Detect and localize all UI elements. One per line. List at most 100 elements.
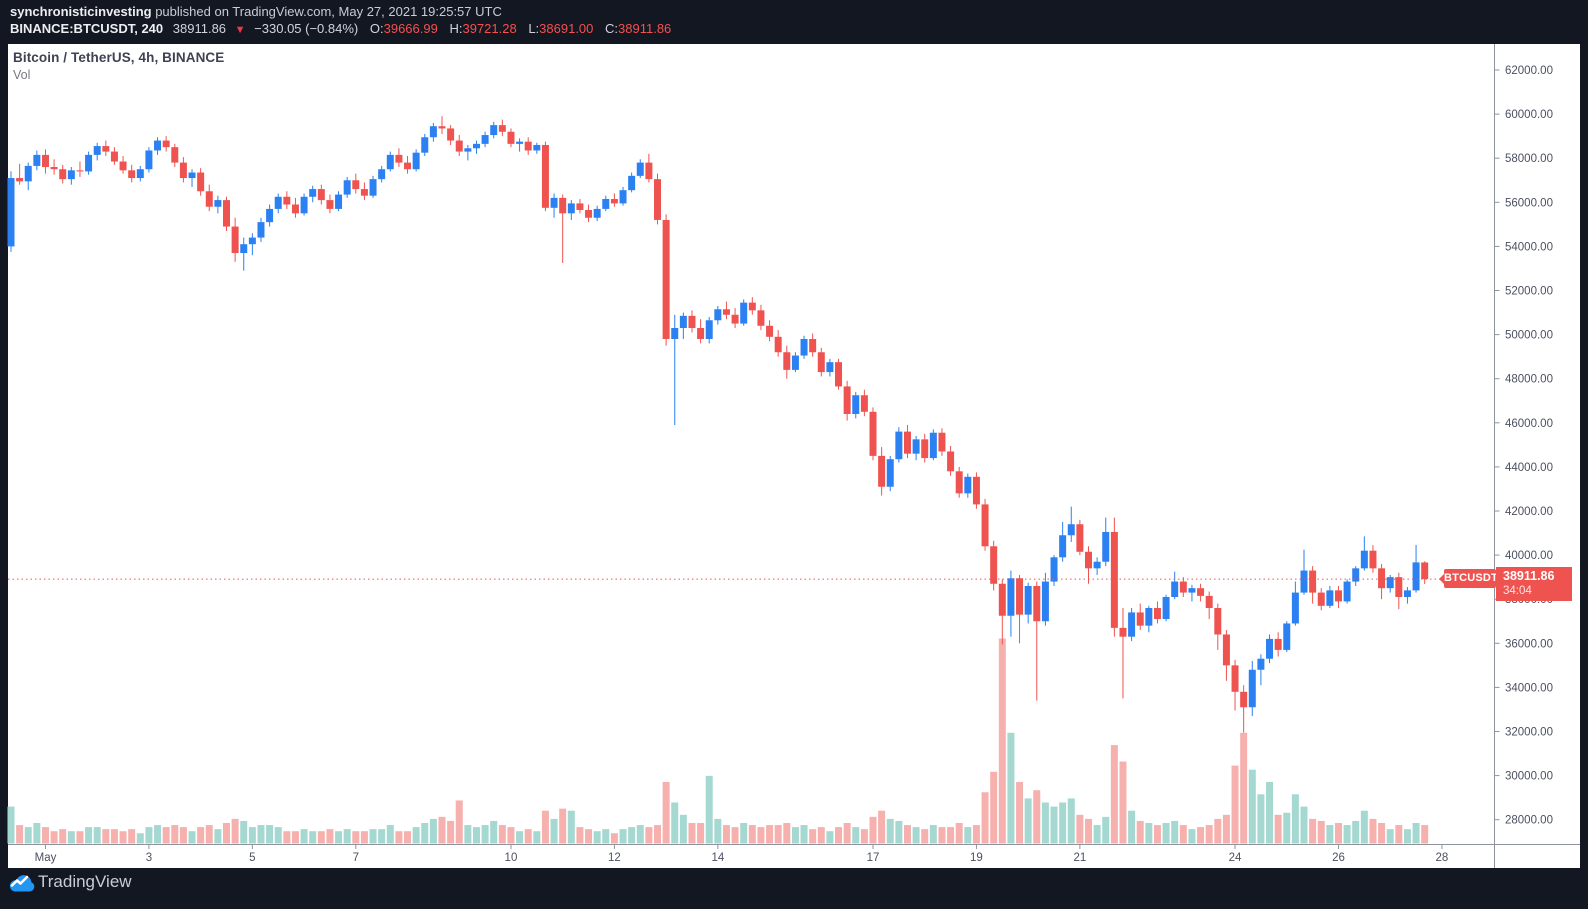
candle-body xyxy=(283,196,291,205)
candle-body xyxy=(1041,581,1049,622)
volume-indicator-label[interactable]: Vol xyxy=(13,68,31,82)
volume-bar xyxy=(214,829,222,844)
low-value: 38691.00 xyxy=(539,21,594,36)
volume-bar xyxy=(1128,810,1136,844)
candle-body xyxy=(1222,634,1230,666)
candle-body xyxy=(903,431,911,454)
candle-body xyxy=(722,309,730,315)
candle-body xyxy=(360,189,368,196)
candle-body xyxy=(1352,568,1360,582)
candle-body xyxy=(291,204,299,214)
volume-bar xyxy=(550,818,558,844)
volume-bar xyxy=(679,814,687,844)
down-arrow-icon: ▼ xyxy=(234,24,246,36)
volume-bar xyxy=(386,825,394,844)
volume-bar xyxy=(1334,823,1342,844)
candle-body xyxy=(352,180,360,190)
volume-bar xyxy=(188,831,196,844)
close-value: 38911.86 xyxy=(618,21,672,36)
candle-body xyxy=(766,325,774,337)
volume-bar xyxy=(800,825,808,844)
volume-bar xyxy=(352,831,360,844)
volume-bar xyxy=(757,827,765,844)
volume-bar xyxy=(1205,825,1213,844)
volume-bar xyxy=(1369,818,1377,844)
candle-body xyxy=(645,162,653,180)
volume-bar xyxy=(309,831,317,844)
candle-body xyxy=(395,154,403,163)
candle-body xyxy=(1274,638,1282,650)
candle-body xyxy=(76,170,84,172)
volume-bar xyxy=(481,825,489,844)
volume-bar xyxy=(145,827,153,844)
volume-bar xyxy=(1240,732,1248,844)
symbol-title[interactable]: Bitcoin / TetherUS, 4h, BINANCE xyxy=(13,50,225,65)
time-tick-label: 14 xyxy=(711,852,724,864)
volume-bar xyxy=(67,831,75,844)
volume-bar xyxy=(1136,820,1144,844)
candle-body xyxy=(1197,588,1205,596)
candle-body xyxy=(1188,588,1196,593)
candle-body xyxy=(533,144,541,151)
candle-body xyxy=(576,203,584,211)
candle-body xyxy=(826,362,834,373)
volume-bar xyxy=(248,827,256,844)
candle-body xyxy=(197,172,205,192)
candle-body xyxy=(404,162,412,170)
candle-body xyxy=(41,154,49,168)
volume-bar xyxy=(1412,823,1420,844)
candle-body xyxy=(895,431,903,460)
time-tick-label: 7 xyxy=(353,852,359,864)
volume-bar xyxy=(1309,818,1317,844)
price-tick-label: 62000.00 xyxy=(1505,65,1553,77)
volume-bar xyxy=(369,829,377,844)
attribution-line: synchronisticinvesting published on Trad… xyxy=(10,4,502,19)
volume-bar xyxy=(981,792,989,844)
volume-bar xyxy=(41,827,49,844)
candle-body xyxy=(1378,568,1386,589)
candle-body xyxy=(1283,623,1291,650)
price-tick-label: 50000.00 xyxy=(1505,330,1553,342)
volume-bar xyxy=(929,825,937,844)
price-tick-label: 46000.00 xyxy=(1505,418,1553,430)
price-tick-label: 60000.00 xyxy=(1505,109,1553,121)
candle-body xyxy=(1162,596,1170,620)
volume-bar xyxy=(1257,794,1265,844)
tradingview-brand[interactable]: TradingView xyxy=(38,872,132,891)
volume-bar xyxy=(1343,825,1351,844)
volume-bar xyxy=(360,831,368,844)
volume-bar xyxy=(1386,829,1394,844)
volume-bar xyxy=(766,825,774,844)
candle-body xyxy=(1153,608,1161,620)
time-tick-label: 17 xyxy=(867,852,880,864)
candle-body xyxy=(378,169,386,180)
candle-body xyxy=(1179,581,1187,593)
time-tick-label: 19 xyxy=(970,852,983,864)
candle-body xyxy=(705,320,713,340)
volume-bar xyxy=(860,829,868,844)
volume-bar xyxy=(602,829,610,844)
volume-bar xyxy=(240,820,248,844)
candle-body xyxy=(921,439,929,459)
volume-bar xyxy=(300,829,308,844)
candle-body xyxy=(1343,581,1351,602)
candle-body xyxy=(860,395,868,412)
time-tick-label: 28 xyxy=(1436,852,1449,864)
volume-bar xyxy=(1145,823,1153,844)
tradingview-logo-icon[interactable] xyxy=(7,871,35,895)
volume-bar xyxy=(1266,782,1274,844)
candle-body xyxy=(679,315,687,328)
volume-bar xyxy=(1171,820,1179,844)
candle-body xyxy=(1231,665,1239,692)
candle-body xyxy=(335,194,343,209)
volume-bar xyxy=(429,818,437,844)
candle-body xyxy=(481,135,489,144)
volume-bar xyxy=(1326,825,1334,844)
volume-bar xyxy=(645,827,653,844)
current-price-tag: 38911.86 34:04 xyxy=(1496,567,1572,601)
volume-bar xyxy=(817,827,825,844)
high-label: H: xyxy=(449,21,463,36)
candle-body xyxy=(102,146,110,152)
candle-body xyxy=(636,162,644,176)
